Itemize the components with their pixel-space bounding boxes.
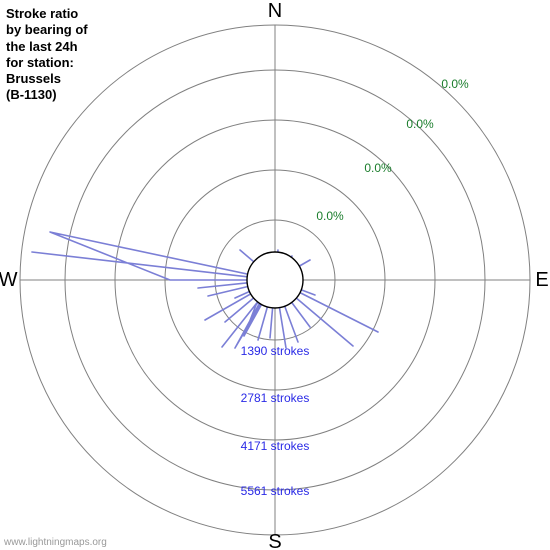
stroke-label-2: 4171 strokes	[241, 439, 310, 453]
pct-label-3: 0.0%	[441, 77, 469, 91]
pct-label-2: 0.0%	[406, 117, 434, 131]
pct-label-0: 0.0%	[316, 209, 344, 223]
chart-svg: N S E W 0.0% 0.0% 0.0% 0.0% 1390 strokes…	[0, 0, 550, 550]
stroke-label-0: 1390 strokes	[241, 344, 310, 358]
stroke-label-3: 5561 strokes	[241, 484, 310, 498]
cardinal-s: S	[268, 531, 281, 550]
footer-credit: www.lightningmaps.org	[4, 537, 107, 548]
pct-label-1: 0.0%	[364, 161, 392, 175]
cardinal-n: N	[268, 0, 282, 22]
cardinal-w: W	[0, 269, 18, 291]
cardinal-e: E	[535, 269, 548, 291]
polar-chart: Stroke ratio by bearing of the last 24h …	[0, 0, 550, 550]
center-circle	[247, 252, 303, 308]
stroke-label-1: 2781 strokes	[241, 391, 310, 405]
